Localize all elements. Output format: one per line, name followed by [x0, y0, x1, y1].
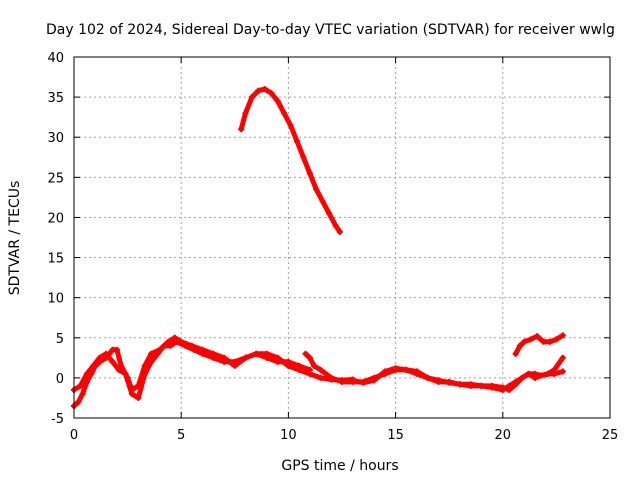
chart-title: Day 102 of 2024, Sidereal Day-to-day VTE… — [46, 22, 615, 38]
y-tick-label: 30 — [47, 131, 64, 146]
axis-ticks: 0 5 10 15 20 25 -5 0 5 10 15 20 25 30 35 40 — [47, 51, 618, 443]
x-tick-label: 10 — [280, 428, 297, 443]
y-tick-label: 25 — [47, 171, 64, 186]
x-tick-label: 20 — [495, 428, 512, 443]
series-sat-b — [71, 338, 313, 401]
y-tick-label: 0 — [56, 372, 64, 387]
y-tick-label: 15 — [47, 252, 64, 267]
y-tick-label: 35 — [47, 91, 64, 106]
x-tick-label: 25 — [602, 428, 619, 443]
y-tick-label: 20 — [47, 211, 64, 226]
series-sat-c — [238, 86, 343, 235]
plot-frame — [73, 56, 611, 419]
x-tick-label: 5 — [177, 428, 185, 443]
y-tick-label: -5 — [51, 412, 64, 427]
series-line — [303, 351, 566, 393]
x-tick-label: 0 — [70, 428, 78, 443]
x-tick-label: 15 — [387, 428, 404, 443]
series-line — [238, 86, 343, 235]
grid — [74, 57, 610, 418]
series-sat-a — [71, 334, 356, 409]
y-axis-label: SDTVAR / TECUs — [7, 181, 23, 296]
x-axis-label: GPS time / hours — [281, 458, 398, 474]
y-tick-label: 40 — [47, 51, 64, 66]
data-series — [71, 86, 566, 409]
y-tick-label: 10 — [47, 292, 64, 307]
series-sat-f — [512, 332, 566, 357]
series-sat-e — [349, 354, 566, 393]
series-sat-d — [302, 350, 566, 393]
y-tick-label: 5 — [56, 332, 64, 347]
